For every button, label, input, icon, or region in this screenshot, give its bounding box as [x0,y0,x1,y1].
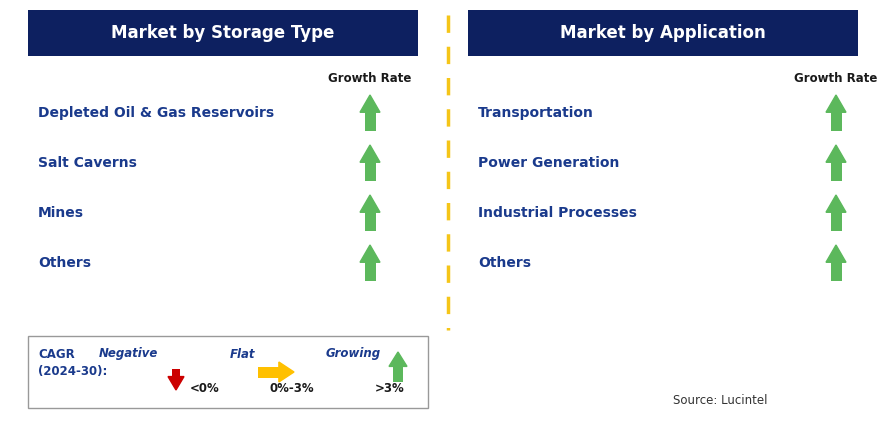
Polygon shape [826,195,846,212]
Polygon shape [826,245,846,262]
Text: Mines: Mines [38,206,84,220]
Polygon shape [360,195,380,212]
Text: 0%-3%: 0%-3% [269,381,314,395]
Bar [364,262,376,281]
Bar [28,10,418,56]
Bar [258,366,279,378]
Text: Source: Lucintel: Source: Lucintel [672,393,767,407]
Text: CAGR: CAGR [38,347,75,360]
Text: >3%: >3% [375,381,405,395]
Bar [393,366,403,382]
Text: Others: Others [38,256,91,270]
Text: <0%: <0% [190,381,220,395]
Text: Market by Application: Market by Application [561,24,766,42]
Text: Growth Rate: Growth Rate [795,72,877,85]
Text: Industrial Processes: Industrial Processes [478,206,637,220]
Polygon shape [360,95,380,112]
Text: Flat: Flat [231,347,256,360]
Text: Transportation: Transportation [478,106,594,120]
Polygon shape [168,377,184,390]
Polygon shape [360,245,380,262]
Text: Others: Others [478,256,531,270]
Text: (2024-30):: (2024-30): [38,366,107,378]
Polygon shape [389,352,407,366]
Bar [831,262,841,281]
Polygon shape [360,145,380,162]
Bar [364,162,376,181]
Text: Power Generation: Power Generation [478,156,620,170]
Text: Salt Caverns: Salt Caverns [38,156,137,170]
Bar [172,369,180,376]
Bar [831,162,841,181]
Text: Growth Rate: Growth Rate [328,72,412,85]
Text: Negative: Negative [99,347,158,360]
Text: Depleted Oil & Gas Reservoirs: Depleted Oil & Gas Reservoirs [38,106,275,120]
Bar [831,212,841,231]
Polygon shape [826,145,846,162]
Polygon shape [826,95,846,112]
Bar [172,369,180,377]
Text: Growing: Growing [326,347,380,360]
Text: Market by Storage Type: Market by Storage Type [111,24,334,42]
Polygon shape [279,362,294,382]
Bar [468,10,858,56]
Bar [831,112,841,131]
Bar [364,112,376,131]
Bar [364,212,376,231]
Bar [28,336,428,408]
